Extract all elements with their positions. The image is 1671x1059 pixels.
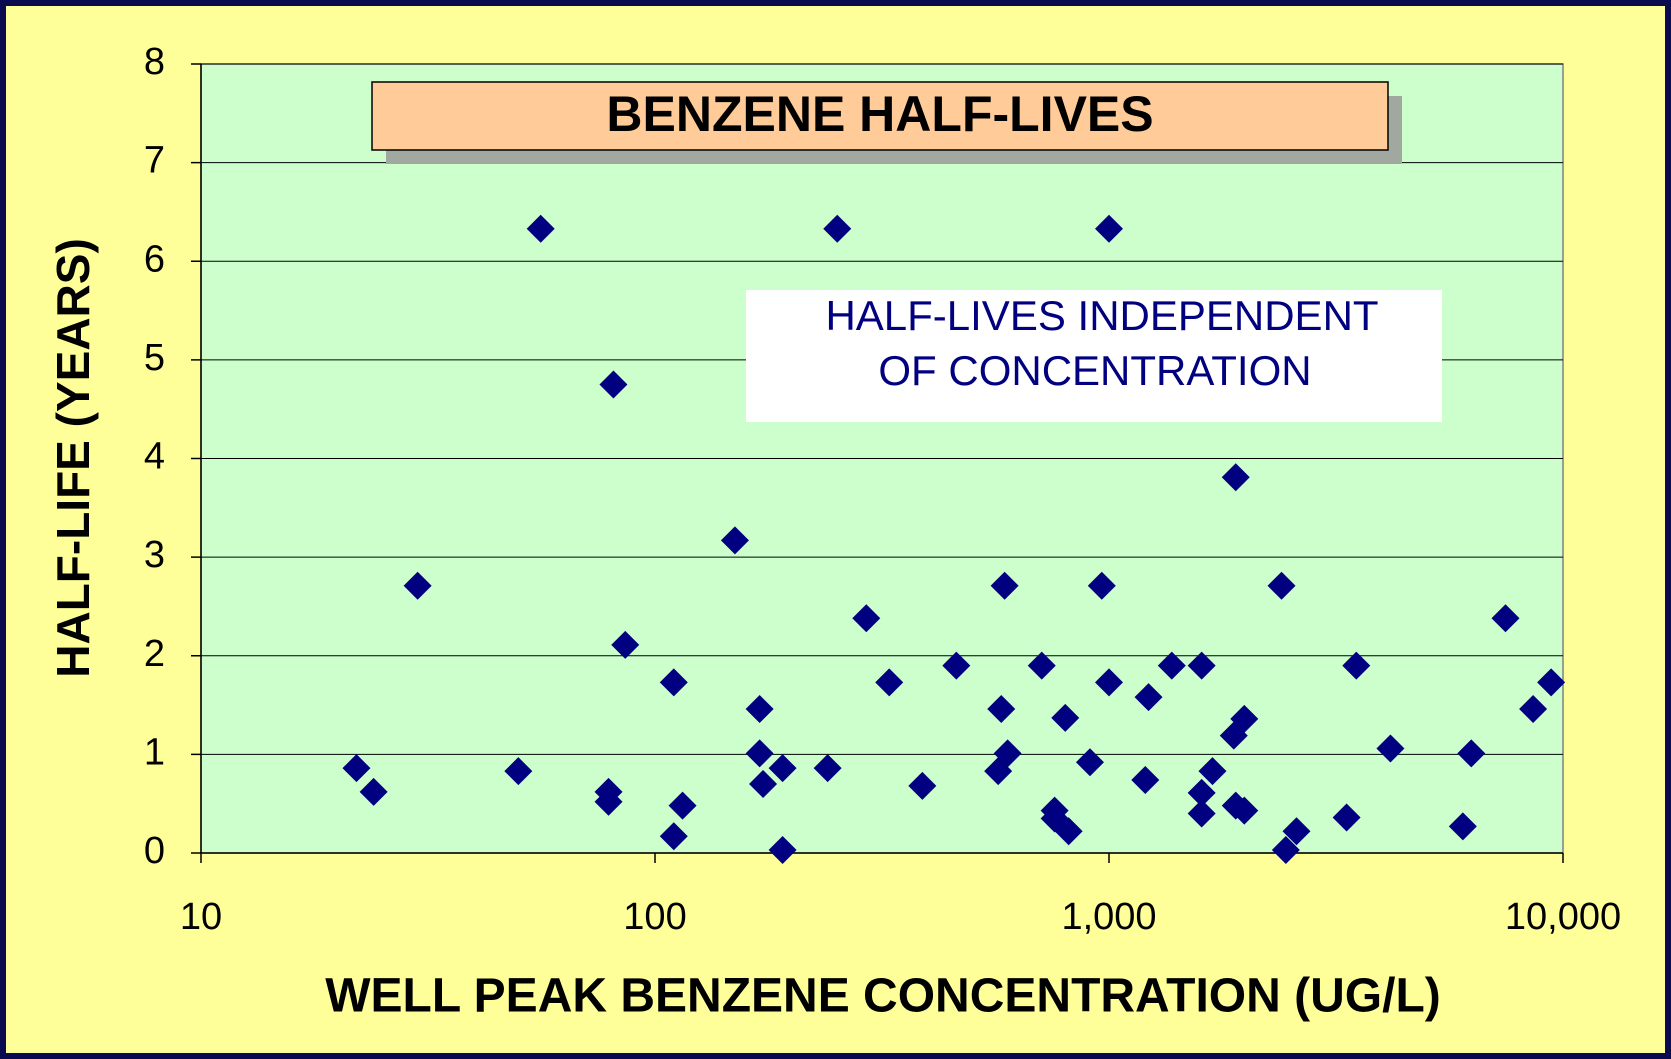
point (1087, 571, 1116, 600)
x-tick-label: 10 (180, 896, 222, 938)
annotation: HALF-LIVES INDEPENDENT (825, 292, 1378, 339)
point (1230, 704, 1259, 733)
annotation: OF CONCENTRATION (878, 347, 1311, 394)
point (1051, 703, 1080, 732)
point (1187, 651, 1216, 680)
point (745, 739, 774, 768)
y-tick-label: 6 (144, 238, 165, 280)
point (768, 754, 797, 783)
point (1198, 757, 1227, 786)
point (1271, 836, 1300, 865)
point (504, 757, 533, 786)
point (908, 771, 937, 800)
y-tick-label: 3 (144, 534, 165, 576)
point (1230, 796, 1259, 825)
y-tick-label: 5 (144, 337, 165, 379)
point (852, 604, 881, 633)
point (1457, 739, 1486, 768)
point (1027, 651, 1056, 680)
point (749, 769, 778, 798)
y-tick-label: 8 (144, 41, 165, 83)
point (1075, 748, 1104, 777)
point (668, 791, 697, 820)
y-tick-label: 2 (144, 633, 165, 675)
point (1282, 817, 1311, 846)
point (1187, 799, 1216, 828)
x-axis-label: WELL PEAK BENZENE CONCENTRATION (UG/L) (325, 970, 1441, 1023)
point (942, 651, 971, 680)
point (768, 836, 797, 865)
point (1187, 778, 1216, 807)
point (1095, 214, 1123, 243)
point (1157, 651, 1186, 680)
annotation-box (746, 290, 1442, 422)
point (1519, 695, 1548, 724)
point (1267, 571, 1296, 600)
x-tick-label: 1,000 (1061, 896, 1156, 938)
y-tick-label: 7 (144, 140, 165, 182)
point (990, 571, 1019, 600)
point (813, 754, 842, 783)
point (875, 668, 904, 697)
y-tick-label: 0 (144, 830, 165, 872)
x-tick-label: 100 (623, 896, 686, 938)
point (1332, 803, 1361, 832)
point (594, 787, 623, 816)
point (659, 822, 688, 851)
point (1342, 651, 1371, 680)
marks (342, 214, 1566, 865)
point (1491, 604, 1520, 633)
y-axis-label: HALF-LIFE (YEARS) (47, 238, 99, 678)
y-tick-label: 4 (144, 436, 165, 478)
y-tick-label: 1 (144, 731, 165, 773)
point (1537, 668, 1566, 697)
point (1054, 817, 1083, 846)
grid: 0 1 2 3 4 5 6 7 8 10 100 1,000 10,000 (144, 41, 1621, 938)
title-box (371, 81, 1389, 151)
point (611, 630, 640, 659)
point (526, 214, 555, 243)
point (745, 695, 774, 724)
point (1448, 812, 1477, 841)
point (659, 668, 688, 697)
point (823, 214, 852, 243)
chart-title: BENZENE HALF-LIVES (606, 86, 1153, 142)
point (993, 739, 1022, 768)
x-tick-label: 10,000 (1505, 896, 1621, 938)
point (599, 370, 628, 399)
point (987, 695, 1016, 724)
point (1131, 766, 1160, 795)
point (359, 777, 388, 806)
point (1221, 463, 1250, 492)
point (720, 526, 749, 555)
point (342, 754, 371, 783)
point (1376, 734, 1405, 763)
point (403, 571, 432, 600)
point (1134, 683, 1163, 712)
point (1095, 668, 1123, 697)
